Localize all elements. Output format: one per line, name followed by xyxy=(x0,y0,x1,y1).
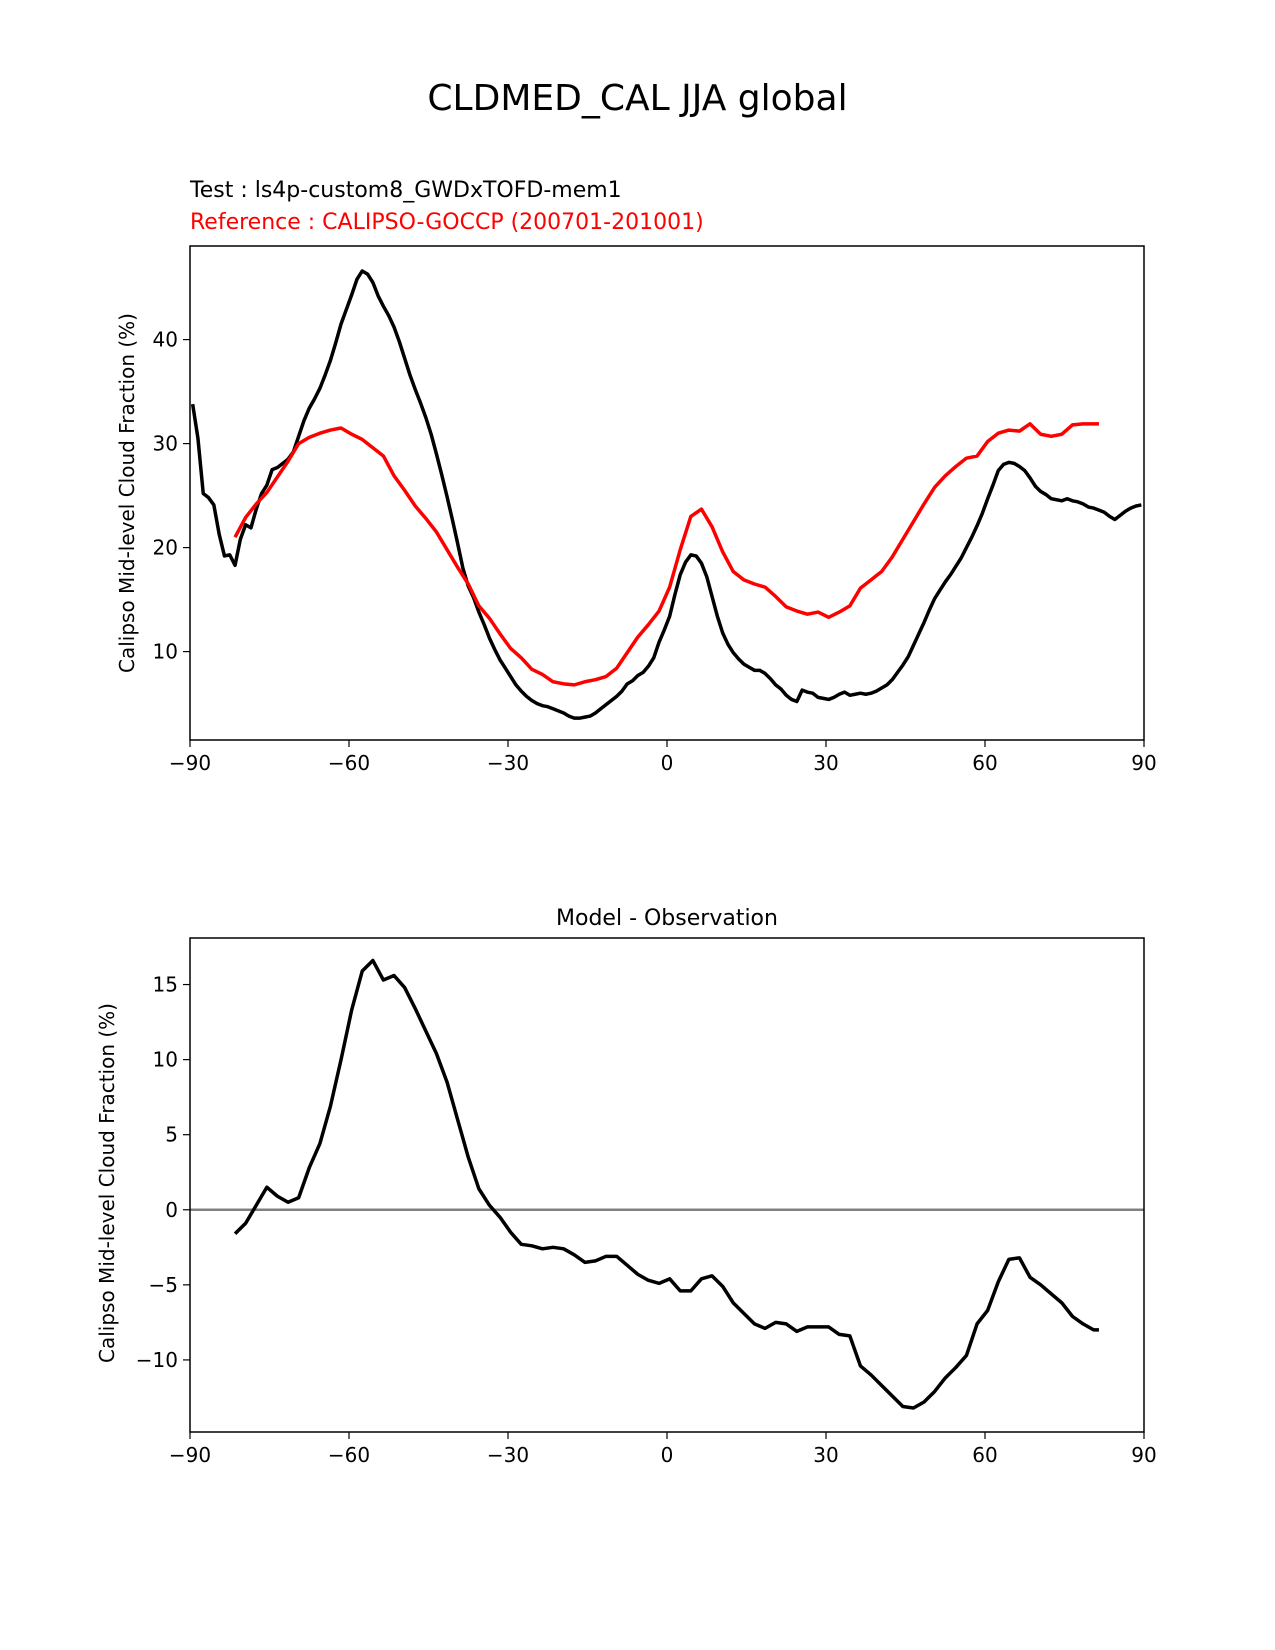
top-x-tick-label: 0 xyxy=(661,751,674,775)
top-series-line-reference xyxy=(233,422,1099,687)
bottom-x-tick-label: 90 xyxy=(1131,1443,1156,1467)
bottom-y-tick-label: 15 xyxy=(153,973,178,997)
bottom-x-tick-label: 0 xyxy=(661,1443,674,1467)
top-ticks-group: −90 −60 −30 0 30 60 90 10 20 30 40 xyxy=(153,328,1157,775)
bottom-series-group xyxy=(190,958,1144,1410)
top-x-tick-label: −60 xyxy=(328,751,370,775)
bottom-series-line-model-observation xyxy=(233,958,1099,1410)
bottom-ticks-group: −90 −60 −30 0 30 60 90 −10 −5 0 5 10 15 xyxy=(136,973,1157,1467)
top-y-tick-label: 40 xyxy=(153,328,178,352)
bottom-y-tick-label: −5 xyxy=(149,1273,178,1297)
top-x-tick-label: 30 xyxy=(813,751,838,775)
bottom-y-tick-label: 10 xyxy=(153,1048,178,1072)
bottom-x-tick-label: −90 xyxy=(169,1443,211,1467)
bottom-y-tick-label: −10 xyxy=(136,1348,178,1372)
bottom-x-tick-label: −60 xyxy=(328,1443,370,1467)
top-y-tick-label: 20 xyxy=(153,536,178,560)
test-label: Test : ls4p-custom8_GWDxTOFD-mem1 xyxy=(189,178,622,203)
top-axes-frame xyxy=(189,245,1145,741)
top-y-tick-label: 10 xyxy=(153,640,178,664)
top-series-line-test xyxy=(190,269,1142,720)
bottom-chart-title: Model - Observation xyxy=(556,906,778,931)
bottom-axes-frame xyxy=(189,937,1145,1433)
bottom-y-tick-label: 5 xyxy=(165,1123,178,1147)
bottom-y-axis-label: Calipso Mid-level Cloud Fraction (%) xyxy=(95,1003,119,1363)
top-x-tick-label: 90 xyxy=(1131,751,1156,775)
bottom-x-tick-label: 60 xyxy=(972,1443,997,1467)
top-y-tick-label: 30 xyxy=(153,432,178,456)
bottom-y-tick-label: 0 xyxy=(165,1198,178,1222)
top-x-tick-label: −90 xyxy=(169,751,211,775)
top-x-tick-label: −30 xyxy=(487,751,529,775)
bottom-x-tick-label: 30 xyxy=(813,1443,838,1467)
reference-label: Reference : CALIPSO-GOCCP (200701-201001… xyxy=(190,210,704,235)
top-x-tick-label: 60 xyxy=(972,751,997,775)
bottom-x-tick-label: −30 xyxy=(487,1443,529,1467)
top-chart-panel: Test : ls4p-custom8_GWDxTOFD-mem1 Refere… xyxy=(115,178,1157,775)
bottom-chart-panel: Model - Observation Calipso Mid-level Cl… xyxy=(95,906,1157,1467)
top-series-group xyxy=(190,269,1142,720)
figure-title: CLDMED_CAL JJA global xyxy=(427,78,847,119)
top-y-axis-label: Calipso Mid-level Cloud Fraction (%) xyxy=(115,313,139,673)
